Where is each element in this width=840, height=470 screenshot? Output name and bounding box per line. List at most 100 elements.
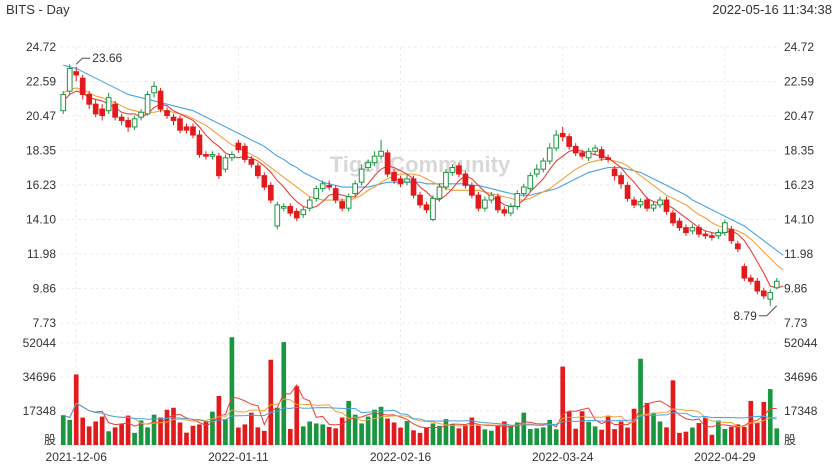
- candle: [190, 123, 196, 139]
- candle: [209, 151, 216, 160]
- candle-body: [183, 126, 190, 131]
- date-tick: 2021-12-06: [46, 450, 108, 464]
- volume-bar: [307, 421, 313, 445]
- volume-bar: [138, 420, 144, 445]
- candle-body: [267, 184, 274, 201]
- candle-body: [443, 171, 449, 188]
- candle: [73, 66, 80, 82]
- candle: [624, 182, 631, 202]
- candle-body: [190, 126, 196, 136]
- volume-bar: [683, 431, 689, 445]
- candle-body: [358, 168, 365, 183]
- candle: [293, 208, 300, 222]
- candle: [514, 190, 521, 210]
- candle: [365, 159, 371, 171]
- candle-body: [488, 194, 495, 201]
- volume-bar: [151, 414, 157, 445]
- volume-bar: [664, 427, 669, 445]
- candle: [196, 130, 203, 158]
- volume-bar: [482, 429, 488, 445]
- candle-body: [371, 155, 378, 164]
- candle-body: [365, 162, 371, 169]
- candle-body: [527, 175, 534, 190]
- candle: [313, 185, 320, 202]
- candle-body: [767, 292, 774, 300]
- volume-tick-right: 17348: [784, 404, 818, 418]
- candle: [261, 172, 268, 191]
- candle: [637, 198, 644, 209]
- date-tick: 2022-04-29: [694, 450, 756, 464]
- volume-ma20-line: [63, 402, 777, 426]
- candle-body: [507, 206, 514, 214]
- volume-unit-left: 股: [44, 433, 56, 447]
- candle: [702, 230, 709, 240]
- candle-body: [572, 145, 579, 154]
- volume-bar: [618, 421, 624, 445]
- candle: [397, 175, 404, 188]
- date-tick: 2022-03-24: [532, 450, 594, 464]
- candle: [696, 224, 702, 238]
- chart-title: BITS - Day: [6, 2, 70, 17]
- candle: [754, 278, 761, 295]
- candle-body: [469, 184, 475, 196]
- candle-body: [436, 186, 443, 199]
- candle: [469, 182, 475, 199]
- volume-bar: [112, 427, 118, 445]
- candle: [488, 191, 495, 204]
- volume-bar: [177, 422, 183, 445]
- annotation-leader: [758, 305, 778, 317]
- candle: [125, 117, 131, 132]
- candle: [598, 146, 605, 162]
- candle: [131, 115, 138, 131]
- candle-body: [449, 167, 456, 173]
- candle-body: [514, 193, 521, 208]
- candle: [352, 180, 358, 197]
- price-tick-left: 24.72: [26, 40, 56, 54]
- candle-body: [611, 168, 618, 177]
- volume-bar: [171, 407, 176, 445]
- candle-body: [235, 142, 242, 151]
- volume-bar: [326, 426, 332, 445]
- candle: [164, 107, 170, 119]
- volume-bar: [456, 428, 462, 445]
- volume-bar: [696, 423, 702, 445]
- candle: [216, 152, 222, 179]
- candle-body: [131, 118, 138, 128]
- volume-bars: [60, 337, 780, 445]
- candle-body: [287, 206, 294, 214]
- candle-body: [475, 194, 482, 209]
- volume-bar: [489, 430, 494, 445]
- candle-body: [378, 150, 384, 157]
- volume-bar: [638, 358, 643, 445]
- volume-ma5-line: [63, 383, 777, 429]
- candle-body: [715, 232, 722, 237]
- candle-body: [482, 199, 488, 209]
- candle-body: [339, 201, 345, 209]
- annotation-leader: [75, 57, 91, 65]
- candle-body: [384, 152, 391, 175]
- candle: [709, 232, 715, 241]
- candle: [644, 196, 650, 212]
- candle-body: [99, 108, 105, 117]
- candle-body: [741, 266, 748, 279]
- volume-bar: [352, 414, 358, 445]
- candle-body: [702, 233, 709, 237]
- volume-bar: [553, 429, 559, 445]
- volume-bar: [476, 425, 481, 445]
- candle: [585, 148, 592, 162]
- candle-body: [410, 178, 417, 196]
- volume-bar: [93, 421, 99, 445]
- volume-bar: [463, 425, 468, 445]
- candle: [112, 100, 118, 121]
- candle: [99, 104, 105, 121]
- candle-body: [663, 199, 670, 212]
- candle-body: [722, 222, 728, 234]
- price-tick-left: 11.98: [27, 247, 56, 261]
- candle-body: [248, 158, 255, 165]
- candle: [345, 193, 352, 212]
- candle: [326, 180, 333, 191]
- candle-body: [280, 206, 287, 209]
- candle-body: [540, 160, 547, 170]
